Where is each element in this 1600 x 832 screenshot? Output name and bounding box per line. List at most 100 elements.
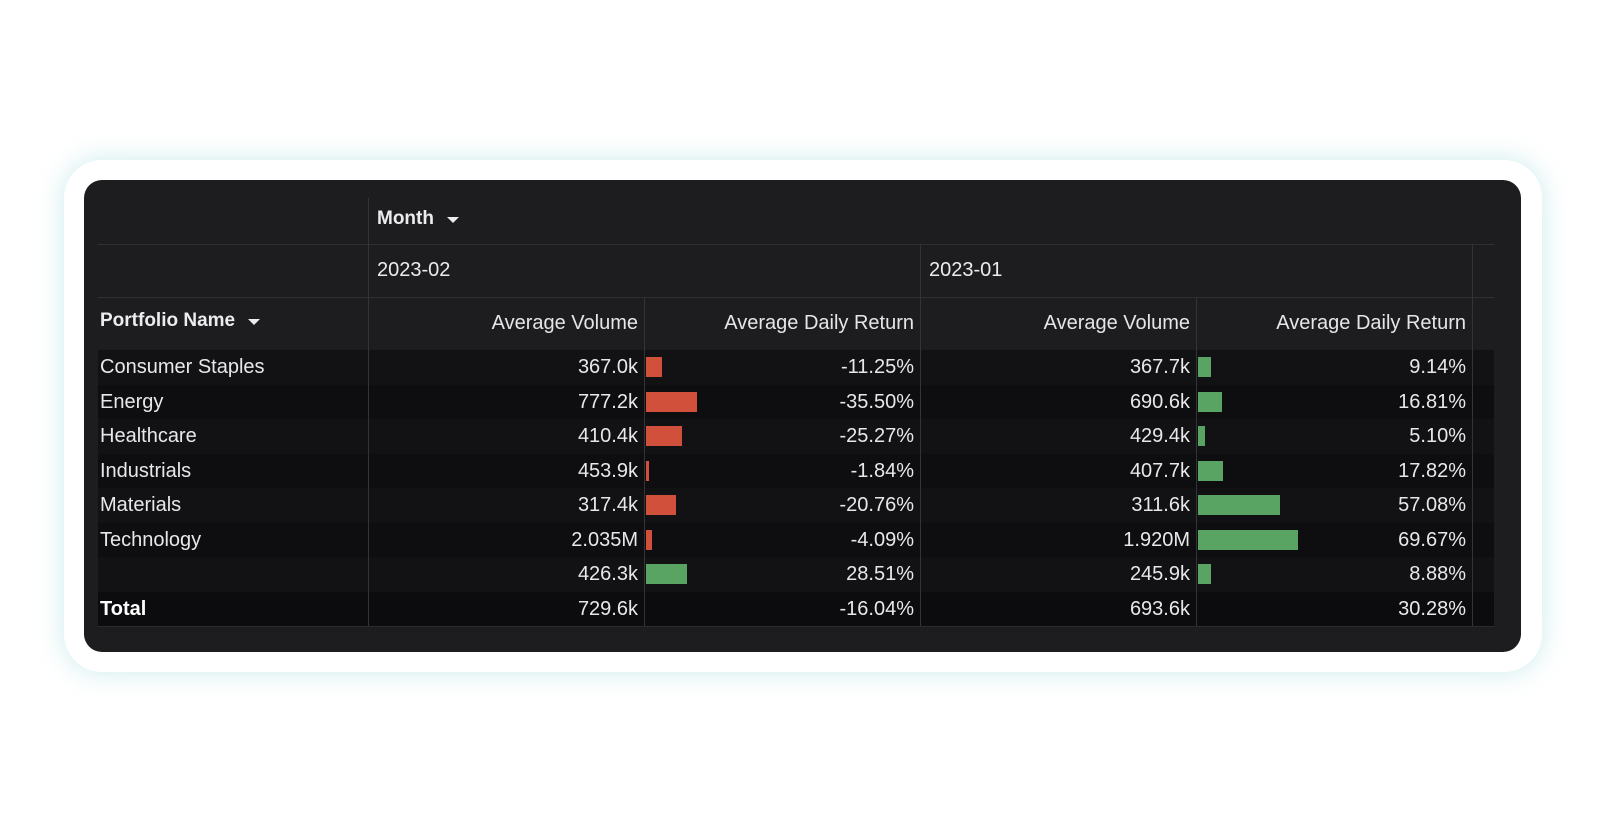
- total-avg-return-cell: -16.04%: [644, 591, 920, 626]
- return-bar: [1198, 357, 1212, 377]
- return-bar: [1198, 460, 1224, 481]
- portfolio-name: Energy: [100, 390, 164, 413]
- avg-volume-cell: 245.9k: [920, 557, 1196, 592]
- period-header-row: 2023-02 2023-01: [98, 244, 1494, 298]
- avg-volume-value: 1.920M: [1123, 528, 1190, 551]
- column-label: Average Daily Return: [1276, 312, 1466, 334]
- row-label-cell[interactable]: Healthcare: [98, 419, 368, 454]
- avg-return-cell: -35.50%: [644, 384, 920, 419]
- avg-volume-value: 453.9k: [577, 459, 638, 482]
- total-row: Total 729.6k -16.04% 693.6k 30.28%: [98, 591, 1494, 627]
- avg-return-cell: 5.10%: [1196, 419, 1472, 454]
- avg-return-cell: 17.82%: [1196, 453, 1472, 488]
- row-label-cell[interactable]: Technology: [98, 523, 368, 558]
- portfolio-name-label: Portfolio Name: [100, 310, 236, 331]
- row-header-cell: Portfolio Name: [98, 297, 368, 350]
- pivot-table-panel: Month 2023-02 2023-01 Portfolio Name: [84, 180, 1521, 652]
- caret-down-icon[interactable]: [446, 216, 459, 223]
- portfolio-name: Healthcare: [100, 425, 197, 447]
- spacer-cell: [1472, 488, 1494, 523]
- spacer-cell: [1472, 557, 1494, 592]
- table-row: Healthcare 410.4k -25.27% 429.4k 5.10%: [98, 419, 1494, 455]
- avg-return-cell: 57.08%: [1196, 488, 1472, 523]
- avg-return-value: 16.81%: [1398, 390, 1466, 413]
- return-bar: [646, 460, 649, 481]
- avg-volume-cell: 367.7k: [920, 350, 1196, 385]
- avg-return-cell: -11.25%: [644, 350, 920, 385]
- row-label-cell[interactable]: [98, 557, 368, 592]
- total-label-cell: Total: [98, 592, 368, 627]
- avg-volume-value: 410.4k: [577, 425, 638, 447]
- avg-return-cell: 9.14%: [1196, 350, 1472, 385]
- table-row: Industrials 453.9k -1.84% 407.7k 17.82%: [98, 453, 1494, 489]
- total-avg-return-cell: 30.28%: [1196, 591, 1472, 626]
- avg-return-cell: -20.76%: [644, 488, 920, 523]
- spacer-cell: [1472, 591, 1494, 626]
- portfolio-name-menu[interactable]: Portfolio Name: [100, 310, 261, 332]
- avg-volume-value: 429.4k: [1129, 425, 1190, 447]
- portfolio-name: Consumer Staples: [100, 356, 265, 378]
- spacer-cell: [1472, 350, 1494, 385]
- return-bar: [646, 391, 697, 412]
- avg-return-value: 17.82%: [1398, 459, 1466, 482]
- return-bar: [646, 357, 663, 377]
- avg-volume-value: 367.7k: [1129, 356, 1190, 378]
- month-column-menu[interactable]: Month: [377, 208, 459, 230]
- total-label: Total: [100, 597, 147, 620]
- table-row: Energy 777.2k -35.50% 690.6k 16.81%: [98, 384, 1494, 420]
- avg-return-cell: 28.51%: [644, 557, 920, 592]
- avg-volume-cell: 426.3k: [368, 557, 644, 592]
- avg-return-cell: 16.81%: [1196, 384, 1472, 419]
- caret-down-icon[interactable]: [248, 318, 261, 325]
- column-label: Average Volume: [1043, 312, 1190, 334]
- measure-header-row: Portfolio Name Average Volume Average Da…: [98, 297, 1494, 352]
- avg-volume-cell: 367.0k: [368, 350, 644, 385]
- avg-volume-cell: 311.6k: [920, 488, 1196, 523]
- avg-return-value: -35.50%: [839, 390, 915, 413]
- column-header-avg-return-2023-02[interactable]: Average Daily Return: [644, 297, 920, 350]
- avg-volume-cell: 429.4k: [920, 419, 1196, 454]
- avg-return-value: -4.09%: [850, 528, 914, 551]
- total-avg-volume-cell: 729.6k: [368, 591, 644, 626]
- row-label-cell[interactable]: Consumer Staples: [98, 350, 368, 385]
- column-header-spacer: [1472, 297, 1494, 350]
- avg-return-cell: -1.84%: [644, 453, 920, 488]
- avg-volume-cell: 1.920M: [920, 522, 1196, 557]
- avg-volume-value: 311.6k: [1131, 494, 1190, 516]
- column-header-avg-volume-2023-01[interactable]: Average Volume: [920, 297, 1196, 350]
- total-avg-return-value: 30.28%: [1398, 597, 1466, 620]
- column-header-avg-return-2023-01[interactable]: Average Daily Return: [1196, 297, 1472, 350]
- total-avg-volume-value: 693.6k: [1129, 597, 1190, 620]
- spacer-cell: [1472, 453, 1494, 488]
- avg-volume-value: 367.0k: [577, 356, 638, 378]
- return-bar: [646, 529, 652, 550]
- total-avg-volume-cell: 693.6k: [920, 591, 1196, 626]
- avg-volume-value: 777.2k: [577, 390, 638, 413]
- period-header-2023-01: 2023-01: [920, 244, 1472, 297]
- avg-return-value: 9.14%: [1409, 356, 1466, 378]
- row-label-cell[interactable]: Energy: [98, 385, 368, 420]
- avg-volume-value: 317.4k: [577, 494, 638, 516]
- return-bar: [1198, 391, 1223, 412]
- avg-volume-cell: 453.9k: [368, 453, 644, 488]
- avg-volume-cell: 317.4k: [368, 488, 644, 523]
- avg-volume-value: 245.9k: [1129, 563, 1190, 585]
- avg-return-value: 69.67%: [1398, 528, 1466, 551]
- avg-return-value: 28.51%: [846, 563, 914, 585]
- avg-return-cell: 8.88%: [1196, 557, 1472, 592]
- total-avg-volume-value: 729.6k: [577, 597, 638, 620]
- avg-return-value: -25.27%: [839, 425, 915, 447]
- avg-volume-value: 426.3k: [577, 563, 638, 585]
- portfolio-name: Industrials: [100, 459, 192, 482]
- spacer-cell: [1472, 384, 1494, 419]
- avg-volume-value: 407.7k: [1129, 459, 1190, 482]
- portfolio-name: Materials: [100, 494, 182, 516]
- avg-volume-value: 2.035M: [571, 528, 638, 551]
- corner-cell: [98, 244, 368, 297]
- column-header-row: Month: [98, 198, 1494, 245]
- column-header-avg-volume-2023-02[interactable]: Average Volume: [368, 297, 644, 350]
- return-bar: [1198, 564, 1211, 584]
- row-label-cell[interactable]: Materials: [98, 488, 368, 523]
- avg-volume-cell: 407.7k: [920, 453, 1196, 488]
- row-label-cell[interactable]: Industrials: [98, 454, 368, 489]
